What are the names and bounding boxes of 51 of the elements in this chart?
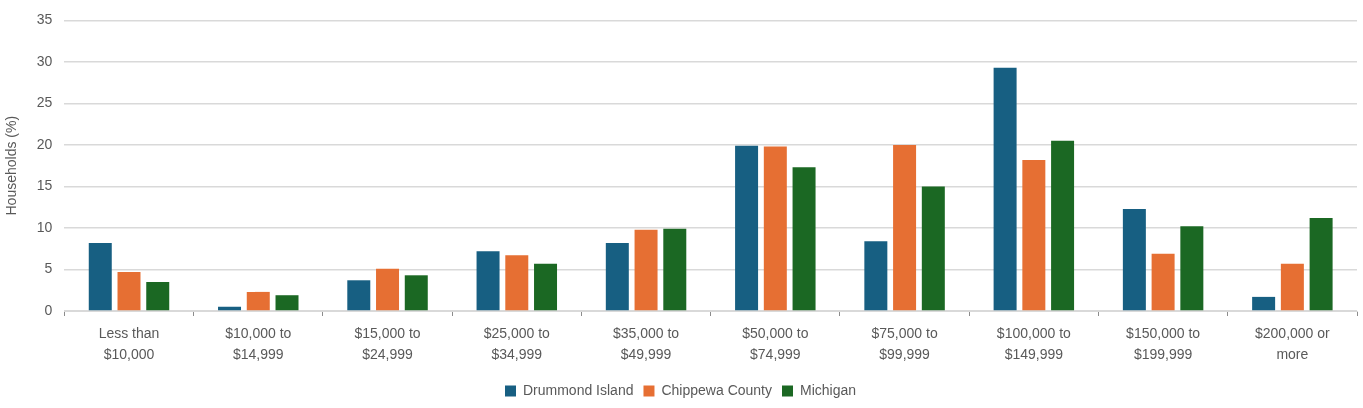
y-tick-label: 15: [36, 177, 53, 194]
bar: [993, 67, 1017, 311]
bar: [534, 263, 558, 311]
x-tick-label: $100,000 to $149,999: [996, 325, 1072, 363]
x-tick-label: $75,000 to $99,999: [871, 325, 938, 363]
y-axis-title: Households (%): [3, 115, 20, 216]
y-tick-label: 25: [36, 94, 53, 111]
bar: [1252, 296, 1276, 311]
bar: [1151, 253, 1175, 311]
bar: [404, 275, 428, 311]
bar: [1309, 218, 1333, 311]
y-tick-label: 30: [36, 52, 53, 69]
bar: [117, 271, 141, 311]
bar: [792, 167, 816, 311]
y-tick-label: 5: [44, 260, 53, 277]
legend-label: Drummond Island: [522, 381, 634, 398]
x-tick-label: $35,000 to $49,999: [612, 325, 680, 363]
bar: [376, 268, 400, 311]
x-tick-label: $10,000 to $14,999: [225, 325, 292, 363]
bar: [1180, 226, 1204, 311]
bar: [605, 242, 629, 311]
bar: [146, 281, 170, 311]
x-tick-label: $25,000 to $34,999: [483, 325, 551, 363]
x-tick-label: Less than $10,000: [98, 325, 160, 363]
bar: [663, 228, 687, 311]
y-tick-label: 35: [36, 11, 53, 28]
bar: [505, 255, 529, 311]
bar: [893, 144, 917, 311]
bar: [347, 280, 371, 311]
bar: [1280, 263, 1304, 311]
bar: [1122, 208, 1146, 311]
y-tick-label: 10: [36, 218, 53, 235]
x-tick-label: $150,000 to $199,999: [1126, 325, 1201, 363]
bar: [275, 295, 299, 311]
bar: [246, 291, 270, 311]
bar: [1022, 159, 1046, 311]
bar: [763, 146, 787, 311]
legend-label: Chippewa County: [661, 381, 772, 398]
y-tick-label: 0: [44, 301, 53, 318]
x-tick-label: $200,000 or more: [1255, 325, 1331, 363]
bar: [1051, 140, 1075, 311]
bar: [864, 241, 888, 311]
bar: [735, 145, 759, 311]
bar: [476, 251, 500, 311]
y-tick-label: 20: [36, 135, 53, 152]
bar: [921, 186, 945, 311]
bar: [88, 242, 112, 311]
bar: [634, 229, 658, 311]
legend-label: Michigan: [799, 381, 857, 398]
x-tick-label: $50,000 to $74,999: [742, 325, 809, 363]
x-tick-label: $15,000 to $24,999: [354, 325, 421, 363]
